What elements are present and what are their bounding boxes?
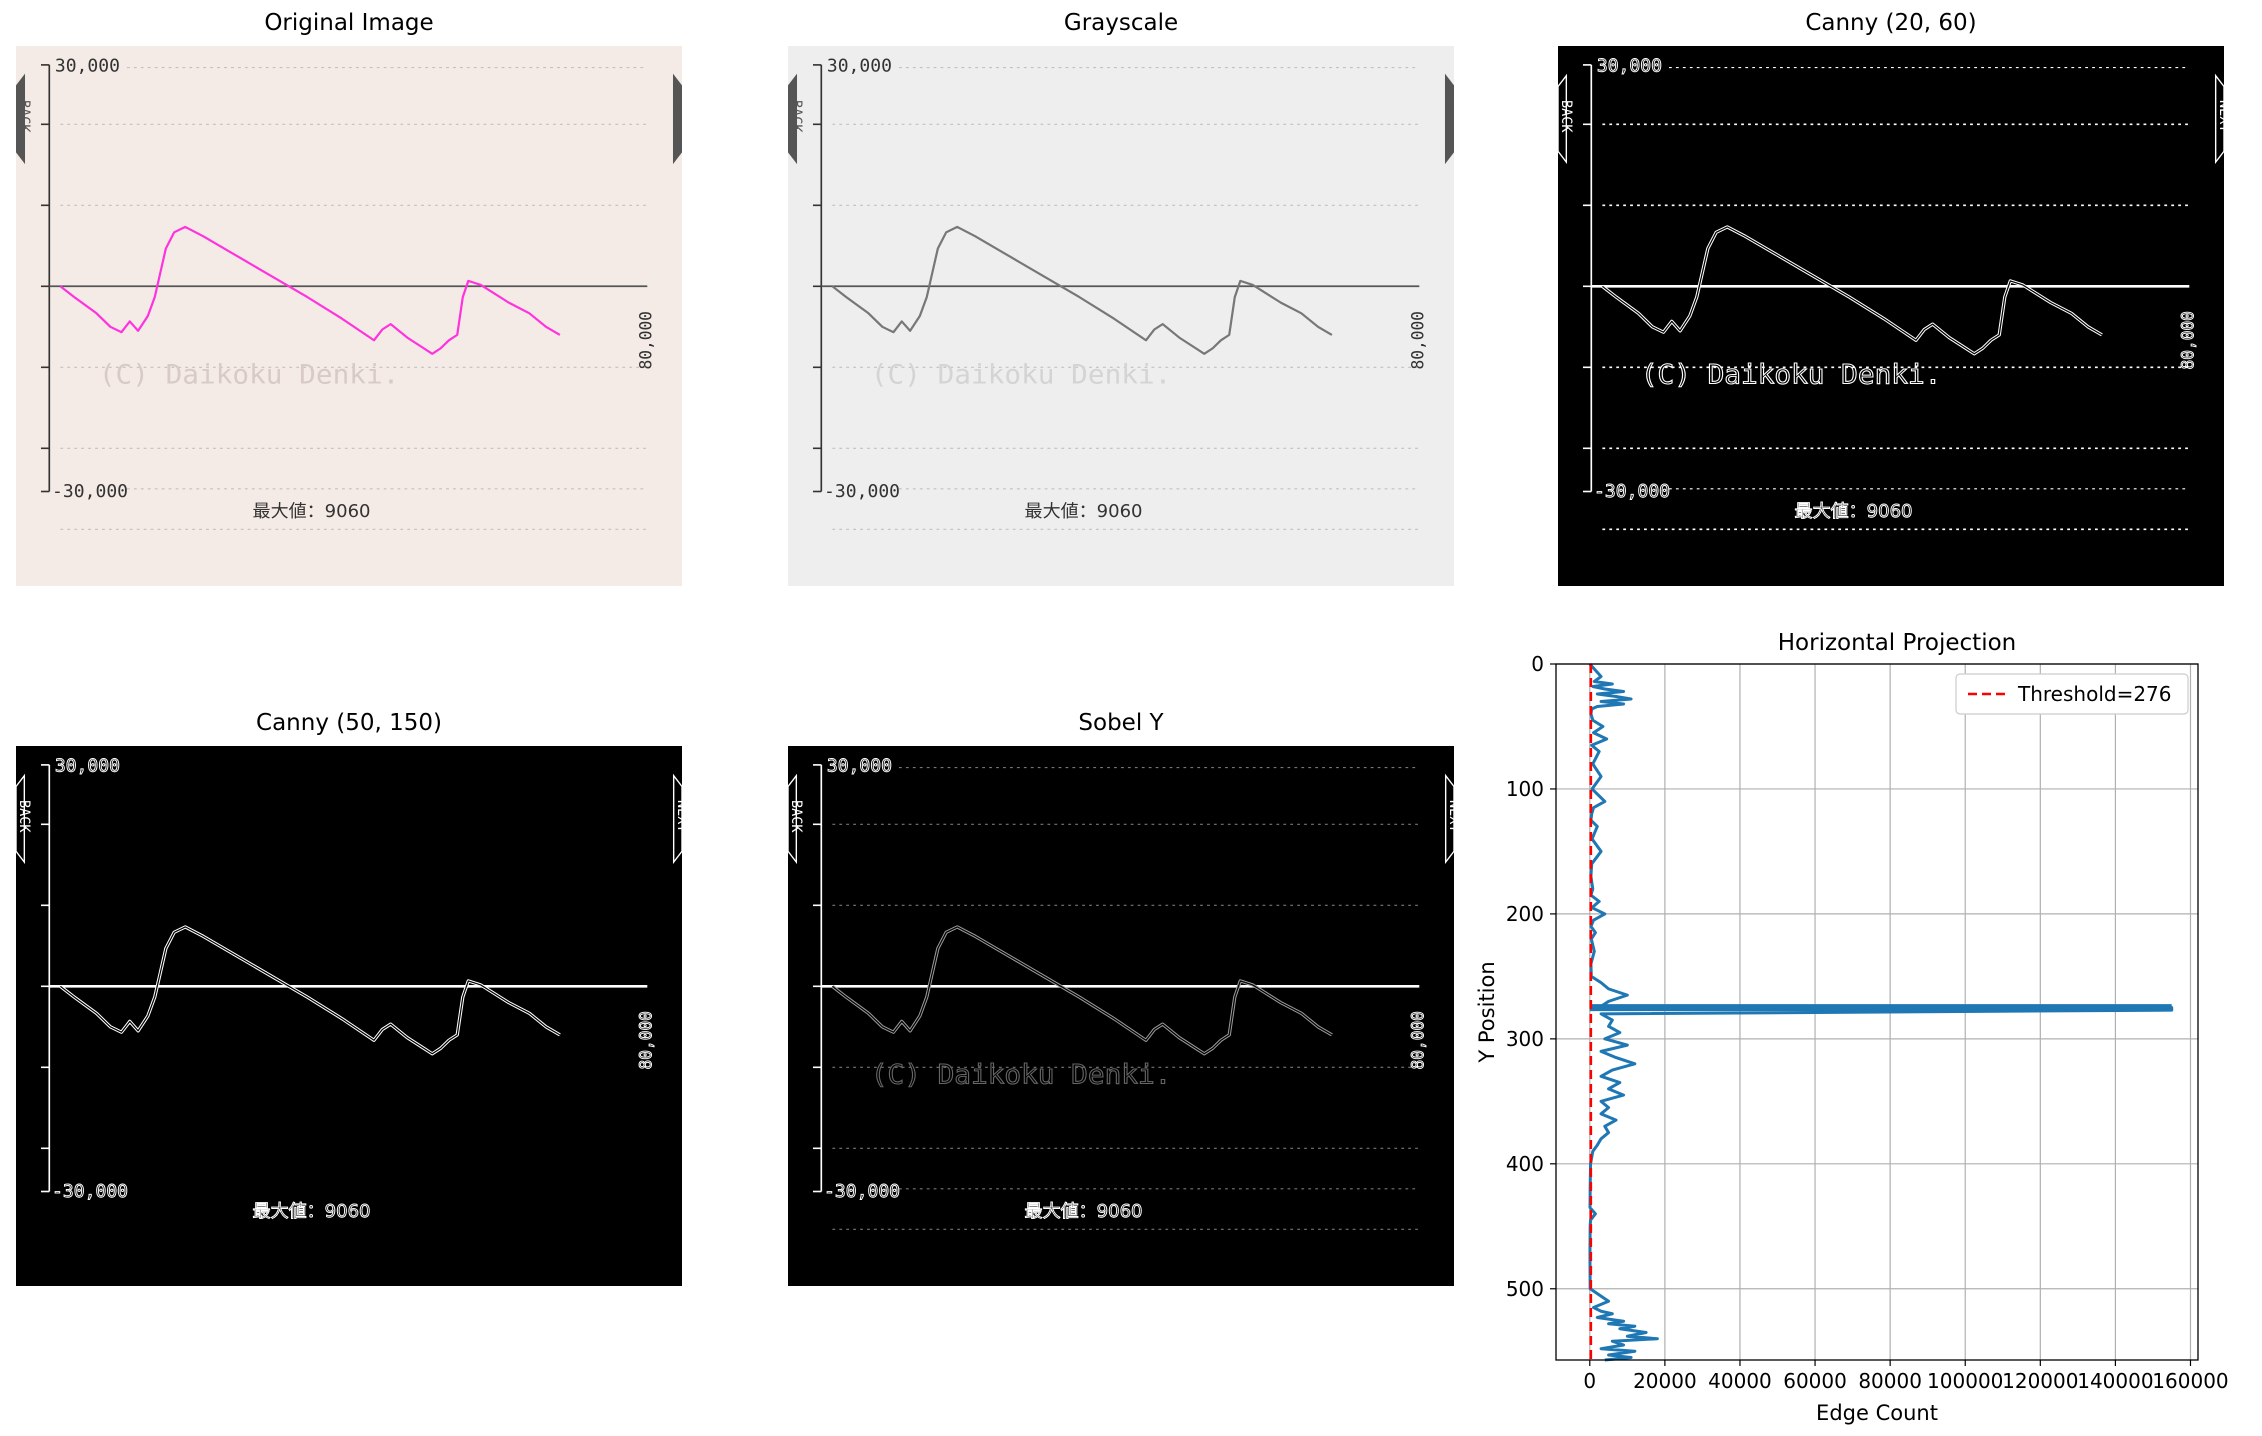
y-tick-label: 300 bbox=[1506, 1027, 1544, 1051]
panel-grayscale: Grayscale BACK NEXT 30,000 -30,000 80,000 最大値… bbox=[788, 0, 1454, 590]
panel-horizontal-projection: Horizontal Projection 0 20000 40000 60000 80… bbox=[1460, 620, 2250, 1436]
image-background bbox=[16, 46, 682, 586]
x-tick-label: 100000 bbox=[1927, 1369, 2003, 1393]
next-tab-label: NEXT bbox=[674, 100, 682, 132]
back-tab-shape bbox=[788, 773, 798, 865]
panel-title: Grayscale bbox=[1063, 10, 1179, 36]
panel-title: Original Image bbox=[264, 10, 434, 36]
back-tab-label: BACK bbox=[788, 100, 804, 133]
projection-chart: 0 20000 40000 60000 80000 1000001200001400001… bbox=[1475, 652, 2229, 1425]
right-value-label: 80,000 bbox=[1408, 311, 1427, 369]
image-background bbox=[788, 746, 1454, 1286]
legend-threshold-label: Threshold=276 bbox=[2017, 682, 2172, 706]
x-tick-label: 40000 bbox=[1708, 1369, 1772, 1393]
back-tab-label: BACK bbox=[788, 800, 804, 833]
original-image: BACK NEXT 30,000 -30,000 80,000 最大値：9060 (C) D… bbox=[16, 46, 682, 586]
next-tab-label: NEXT bbox=[1446, 100, 1454, 132]
graph-line-inner bbox=[832, 926, 1333, 1055]
back-tab-label: BACK bbox=[1558, 100, 1574, 133]
y-tick-label: 100 bbox=[1506, 777, 1544, 801]
next-tab-shape bbox=[1444, 73, 1454, 165]
panel-sobel-y: Sobel Y BACK NEXT 30,000 -30,000 80,000 最大値：9… bbox=[788, 700, 1454, 1290]
y-axis-label: Y Position bbox=[1475, 961, 1499, 1063]
x-tick-label: 140000 bbox=[2077, 1369, 2153, 1393]
right-value-label: 80,000 bbox=[636, 1011, 655, 1069]
next-tab-shape bbox=[672, 73, 682, 165]
panel-title: Canny (50, 150) bbox=[256, 710, 442, 736]
plot-frame bbox=[1555, 663, 2199, 1361]
image-background bbox=[788, 46, 1454, 586]
max-value-label: 最大値：9060 bbox=[1025, 501, 1143, 522]
y-tick-label: 500 bbox=[1506, 1277, 1544, 1301]
graph-layer: BACK NEXT 30,000 -30,000 80,000 最大値：9060 (C) D… bbox=[16, 56, 682, 530]
top-value-label: 30,000 bbox=[827, 756, 892, 777]
max-value-label: 最大値：9060 bbox=[253, 1201, 371, 1222]
next-tab-shape bbox=[2214, 73, 2224, 165]
bottom-value-label: -30,000 bbox=[52, 481, 128, 502]
top-value-label: 30,000 bbox=[1597, 56, 1662, 77]
next-tab-label: NEXT bbox=[1446, 800, 1454, 832]
next-tab-label: NEXT bbox=[2216, 100, 2224, 132]
chart-title: Horizontal Projection bbox=[1777, 630, 2017, 656]
graph-layer: BACK NEXT 30,000 -30,000 80,000 最大値：9060 (C) D… bbox=[1558, 55, 2224, 531]
panel-title: Sobel Y bbox=[1078, 710, 1164, 736]
image-background bbox=[1558, 46, 2224, 586]
panel-canny-50-150: Canny (50, 150) BACK NEXT 30,000 -30,000 80,… bbox=[16, 700, 682, 1290]
grayscale-image: BACK NEXT 30,000 -30,000 80,000 最大値：9060 (C) D… bbox=[788, 46, 1454, 586]
back-tab-shape bbox=[788, 73, 798, 165]
max-value-label: 最大値：9060 bbox=[1025, 1201, 1143, 1222]
top-value-label: 30,000 bbox=[55, 756, 120, 777]
panel-original: Original Image BACK NEXT 30,000 -30,000 80,0… bbox=[16, 0, 682, 590]
back-tab-shape bbox=[16, 773, 26, 865]
top-value-label: 30,000 bbox=[827, 56, 892, 77]
max-value-label: 最大値：9060 bbox=[1795, 501, 1913, 522]
canny-20-60-image: BACK NEXT 30,000 -30,000 80,000 最大値：9060 (C) D… bbox=[1558, 46, 2224, 586]
x-tick-label: 0 bbox=[1583, 1369, 1596, 1393]
y-tick-label: 400 bbox=[1506, 1152, 1544, 1176]
graph-layer: BACK NEXT 30,000 -30,000 80,000 最大値：9060 (C) D… bbox=[788, 56, 1454, 530]
right-value-label: 80,000 bbox=[636, 311, 655, 369]
panel-title: Canny (20, 60) bbox=[1805, 10, 1977, 36]
panel-canny-20-60: Canny (20, 60) BACK NEXT 30,000 -30,000 80,0… bbox=[1558, 0, 2224, 590]
back-tab-label: BACK bbox=[16, 100, 32, 133]
sobel-y-image: BACK NEXT 30,000 -30,000 80,000 最大値：9060 (C) D… bbox=[788, 746, 1454, 1286]
y-tick-label: 0 bbox=[1531, 652, 1544, 676]
back-tab-label: BACK bbox=[16, 800, 32, 833]
graph-line bbox=[59, 225, 561, 355]
watermark-text: (C) Daikoku Denki. bbox=[871, 360, 1172, 391]
image-background bbox=[16, 746, 682, 1286]
x-tick-label: 120000 bbox=[2002, 1369, 2078, 1393]
bottom-value-label: -30,000 bbox=[1594, 481, 1670, 502]
bottom-value-label: -30,000 bbox=[824, 481, 900, 502]
x-axis-label: Edge Count bbox=[1816, 1401, 1938, 1425]
x-tick-label: 60000 bbox=[1783, 1369, 1847, 1393]
bottom-value-label: -30,000 bbox=[824, 1181, 900, 1202]
graph-line-inner bbox=[1602, 226, 2103, 355]
max-value-label: 最大値：9060 bbox=[253, 501, 371, 522]
right-value-label: 80,000 bbox=[2178, 311, 2197, 369]
watermark-text: (C) Daikoku Denki. bbox=[871, 1060, 1172, 1091]
x-tick-label: 20000 bbox=[1633, 1369, 1697, 1393]
bottom-value-label: -30,000 bbox=[52, 1181, 128, 1202]
x-tick-label: 160000 bbox=[2152, 1369, 2228, 1393]
projection-series-line bbox=[1588, 662, 2174, 1362]
x-tick-label: 80000 bbox=[1858, 1369, 1922, 1393]
back-tab-shape bbox=[16, 73, 26, 165]
graph-line-inner bbox=[60, 926, 561, 1055]
y-tick-label: 200 bbox=[1506, 902, 1544, 926]
next-tab-shape bbox=[672, 773, 682, 865]
graph-layer: BACK NEXT 30,000 -30,000 80,000 最大値：9060 (C) D… bbox=[788, 755, 1454, 1230]
legend-box bbox=[1955, 673, 2189, 715]
next-tab-shape bbox=[1444, 773, 1454, 865]
watermark-text: (C) Daikoku Denki. bbox=[1641, 360, 1942, 391]
next-tab-label: NEXT bbox=[674, 800, 682, 832]
top-value-label: 30,000 bbox=[55, 56, 120, 77]
watermark-text: (C) Daikoku Denki. bbox=[99, 360, 400, 391]
back-tab-shape bbox=[1558, 73, 1568, 165]
right-value-label: 80,000 bbox=[1408, 1011, 1427, 1069]
graph-line bbox=[831, 225, 1333, 355]
